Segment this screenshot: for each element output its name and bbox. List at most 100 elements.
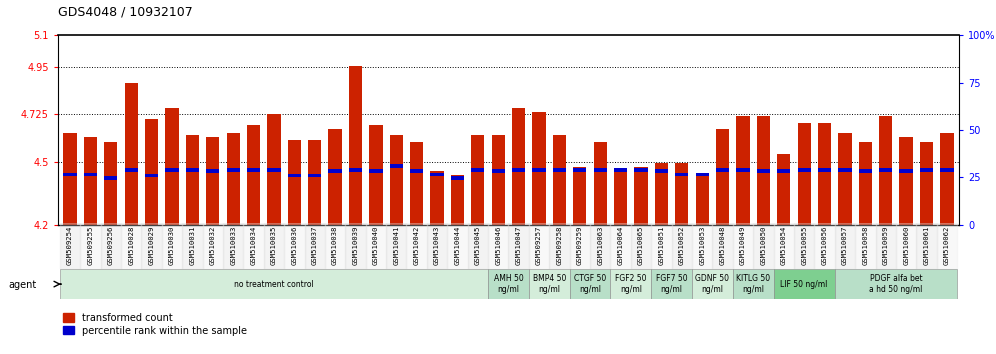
Text: GSM510036: GSM510036 (291, 225, 298, 265)
Text: GSM510055: GSM510055 (801, 225, 807, 265)
Bar (818, 169, 832, 172)
Text: agent: agent (8, 280, 36, 290)
Bar (492, 170, 505, 173)
Text: GSM510046: GSM510046 (495, 225, 501, 265)
Bar (815, 223, 835, 269)
Bar (349, 66, 363, 225)
Text: GSM510028: GSM510028 (128, 225, 134, 265)
Bar (226, 133, 240, 225)
Bar (899, 137, 912, 225)
Bar (671, 223, 692, 269)
Bar (366, 223, 386, 269)
Bar (835, 223, 856, 269)
Bar (529, 269, 570, 299)
Bar (753, 223, 774, 269)
Bar (508, 223, 529, 269)
Bar (594, 169, 607, 172)
Bar (716, 129, 729, 225)
Text: CTGF 50
ng/ml: CTGF 50 ng/ml (574, 274, 607, 294)
Bar (553, 169, 566, 172)
Text: GSM510032: GSM510032 (210, 225, 216, 265)
Bar (899, 170, 912, 173)
Bar (716, 169, 729, 172)
Text: GSM510035: GSM510035 (271, 225, 277, 265)
Bar (141, 223, 161, 269)
Bar (182, 223, 202, 269)
Bar (757, 170, 770, 173)
Bar (692, 223, 712, 269)
Legend: transformed count, percentile rank within the sample: transformed count, percentile rank withi… (63, 313, 247, 336)
Text: LIF 50 ng/ml: LIF 50 ng/ml (781, 280, 828, 289)
Bar (859, 142, 872, 225)
Bar (634, 167, 647, 225)
Bar (145, 174, 158, 177)
Text: BMP4 50
ng/ml: BMP4 50 ng/ml (533, 274, 566, 294)
Text: PDGF alfa bet
a hd 50 ng/ml: PDGF alfa bet a hd 50 ng/ml (870, 274, 922, 294)
Bar (471, 135, 484, 225)
Bar (695, 173, 709, 176)
Bar (185, 135, 199, 225)
Bar (512, 108, 525, 225)
Bar (60, 223, 81, 269)
Bar (121, 223, 141, 269)
Bar (267, 169, 281, 172)
Bar (940, 133, 953, 225)
Text: GSM510030: GSM510030 (169, 225, 175, 265)
Text: no treatment control: no treatment control (234, 280, 314, 289)
Bar (451, 175, 464, 225)
Text: GSM509257: GSM509257 (536, 225, 542, 265)
Bar (284, 223, 305, 269)
Text: AMH 50
ng/ml: AMH 50 ng/ml (494, 274, 523, 294)
Text: GSM510051: GSM510051 (658, 225, 664, 265)
Bar (794, 223, 815, 269)
Bar (533, 169, 546, 172)
Bar (654, 170, 668, 173)
Bar (346, 223, 366, 269)
Text: GDNF 50
ng/ml: GDNF 50 ng/ml (695, 274, 729, 294)
Bar (574, 167, 587, 225)
Bar (267, 114, 281, 225)
Bar (427, 223, 447, 269)
Bar (777, 154, 791, 225)
Bar (206, 137, 219, 225)
Bar (733, 223, 753, 269)
Text: GSM510065: GSM510065 (638, 225, 644, 265)
Text: GSM510048: GSM510048 (719, 225, 726, 265)
Bar (839, 169, 852, 172)
Bar (777, 170, 791, 173)
Bar (675, 173, 688, 176)
Bar (590, 223, 611, 269)
Bar (570, 223, 590, 269)
Text: GSM510047: GSM510047 (516, 225, 522, 265)
Text: GSM510053: GSM510053 (699, 225, 705, 265)
Bar (81, 223, 101, 269)
Bar (630, 223, 651, 269)
Bar (879, 116, 892, 225)
Bar (430, 173, 443, 176)
Bar (774, 223, 794, 269)
Bar (859, 170, 872, 173)
Bar (553, 135, 566, 225)
Text: GSM510050: GSM510050 (760, 225, 766, 265)
Text: GSM510058: GSM510058 (863, 225, 869, 265)
Bar (798, 169, 811, 172)
Bar (105, 142, 118, 225)
Text: GSM510041: GSM510041 (393, 225, 399, 265)
Bar (835, 269, 957, 299)
Text: GSM510057: GSM510057 (842, 225, 848, 265)
Bar (389, 135, 403, 225)
Text: GSM510044: GSM510044 (454, 225, 460, 265)
Bar (165, 108, 178, 225)
Text: GSM510038: GSM510038 (332, 225, 338, 265)
Bar (651, 223, 671, 269)
Text: GSM510052: GSM510052 (679, 225, 685, 265)
Bar (695, 175, 709, 225)
Bar (308, 174, 322, 177)
Bar (916, 223, 936, 269)
Bar (654, 163, 668, 225)
Text: FGF7 50
ng/ml: FGF7 50 ng/ml (655, 274, 687, 294)
Bar (247, 125, 260, 225)
Bar (226, 169, 240, 172)
Text: GSM510039: GSM510039 (353, 225, 359, 265)
Bar (288, 139, 301, 225)
